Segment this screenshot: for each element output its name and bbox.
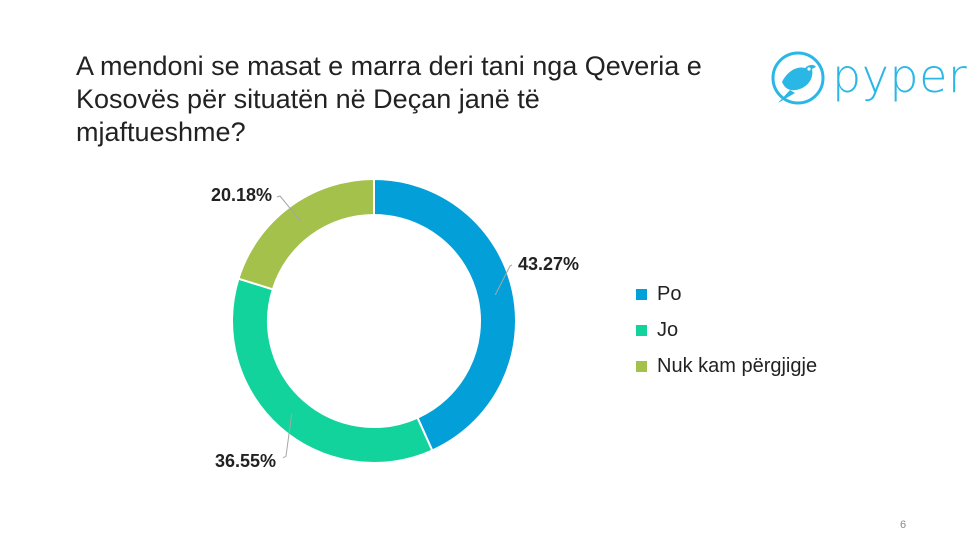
slide-title-line-1: A mendoni se masat e marra deri tani nga… [76,51,702,81]
legend-label-po: Po [657,282,682,305]
legend-label-nuk-kam-pergjigje: Nuk kam përgjigje [657,354,818,377]
data-label-jo: 36.55% [215,451,276,471]
legend-item-nuk-kam-pergjigje: Nuk kam përgjigje [636,348,817,384]
legend-item-po: Po [636,276,817,312]
legend-item-jo: Jo [636,312,817,348]
leader-line-jo [282,413,293,459]
data-label-nuk-kam-pergjigje: 20.18% [211,185,272,205]
donut-slice-jo [231,277,434,464]
slide-title-line-2: Kosovës për situatën në Deçan janë të mj… [76,84,540,147]
leader-line-nuk-kam-pergjigje [276,195,301,222]
donut-slice-nuk-kam-pergjigje [237,177,375,291]
slide-title: A mendoni se masat e marra deri tani nga… [76,50,716,149]
donut-slice-po [373,177,517,452]
pyper-logo: pyper [768,48,967,110]
chart-legend: Po Jo Nuk kam përgjigje [636,276,817,384]
legend-swatch-jo [636,324,647,336]
page-number: 6 [900,519,907,531]
legend-swatch-po [636,288,647,300]
logo-wordmark: pyper [832,49,968,103]
leader-line-po [494,264,513,296]
legend-label-jo: Jo [657,318,679,341]
data-label-po: 43.27% [518,254,579,274]
legend-swatch-nuk-kam-pergjigje [636,360,647,372]
bird-icon [771,51,825,105]
